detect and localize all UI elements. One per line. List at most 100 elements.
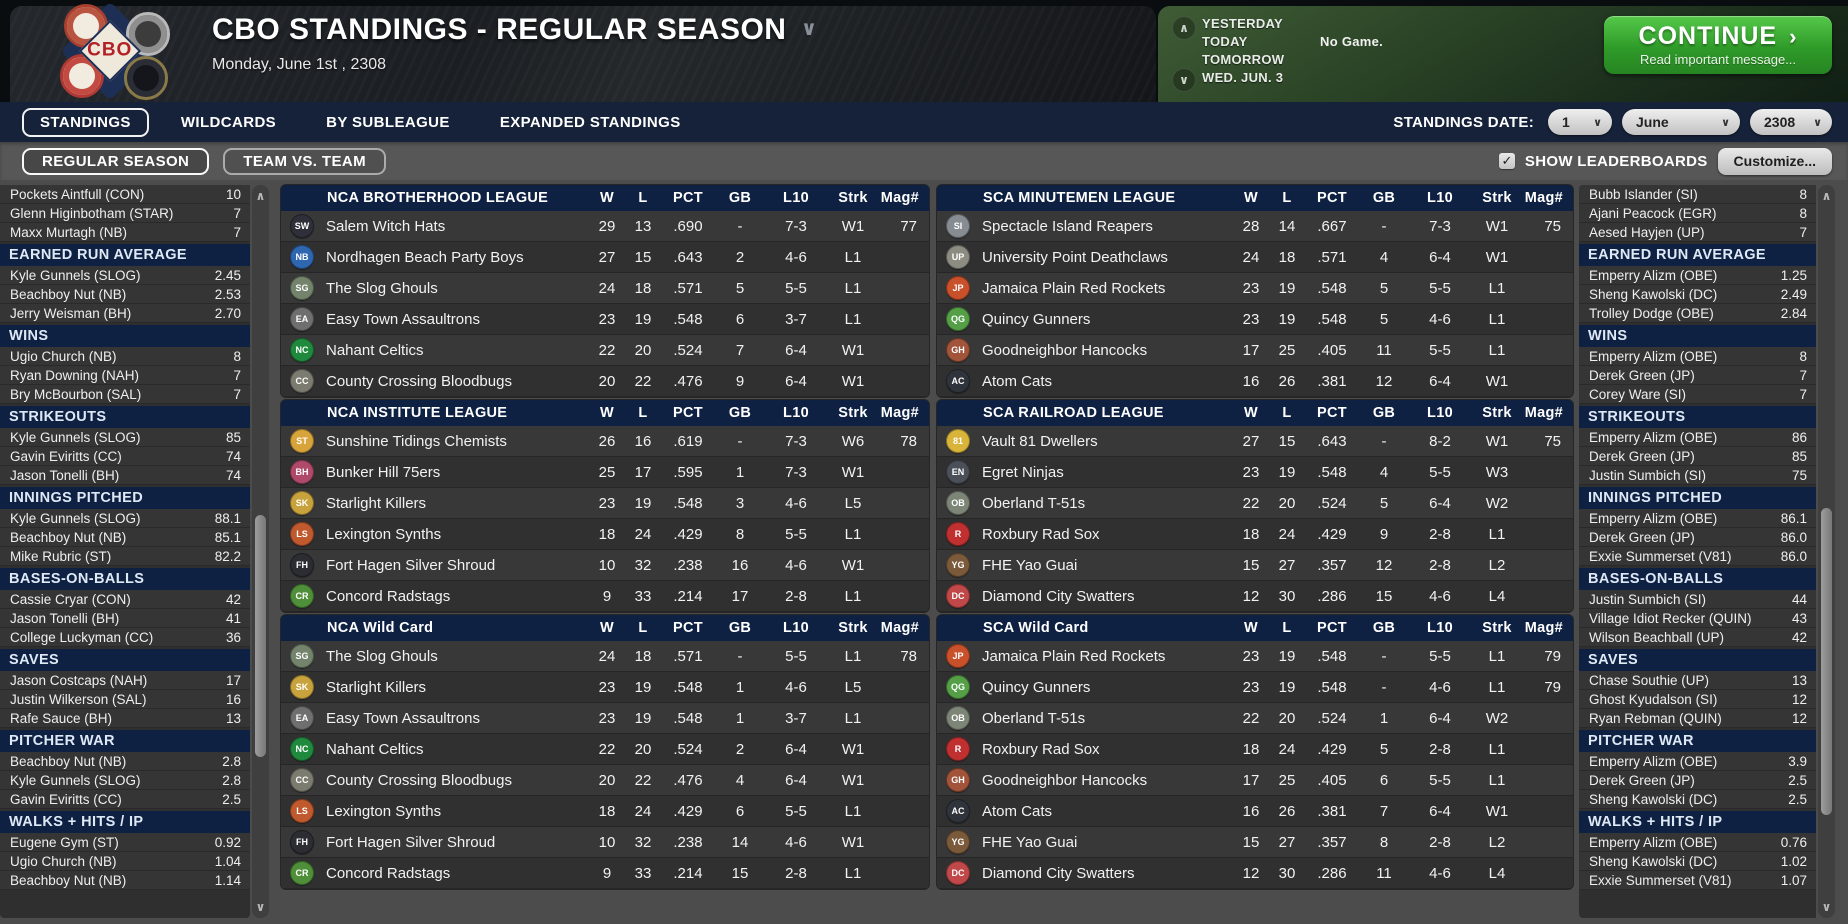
button-team-vs-team[interactable]: TEAM VS. TEAM (223, 147, 386, 175)
team-row[interactable]: AC Atom Cats 16 26 .381 7 6-4 W1 (937, 796, 1573, 827)
team-row[interactable]: UP University Point Deathclaws 24 18 .571 4 6-… (937, 242, 1573, 273)
leaderboard-player-row[interactable]: Village Idiot Recker (QUIN) 43 (1579, 609, 1816, 628)
team-name[interactable]: Goodneighbor Hancocks (982, 341, 1148, 359)
leaderboard-player-row[interactable]: Ajani Peacock (EGR) 8 (1579, 204, 1816, 223)
leaderboard-player-row[interactable]: Rafe Sauce (BH) 13 (0, 709, 250, 728)
team-name[interactable]: Salem Witch Hats (326, 217, 446, 235)
scroll-up-arrow-icon[interactable]: ∧ (1821, 189, 1832, 203)
team-name[interactable]: The Slog Ghouls (326, 279, 438, 297)
team-name[interactable]: Atom Cats (982, 372, 1053, 390)
team-name[interactable]: Bunker Hill 75ers (326, 463, 441, 481)
team-row[interactable]: R Roxbury Rad Sox 18 24 .429 9 2-8 L1 (937, 519, 1573, 550)
team-row[interactable]: NB Nordhagen Beach Party Boys 27 15 .643 2 4-6… (281, 242, 929, 273)
leaderboard-player-row[interactable]: Sheng Kawolski (DC) 1.02 (1579, 852, 1816, 871)
show-leaderboards-checkbox[interactable]: ✓ (1498, 153, 1515, 169)
team-name[interactable]: Lexington Synths (326, 525, 442, 543)
team-row[interactable]: QG Quincy Gunners 23 19 .548 5 4-6 L1 (937, 304, 1573, 335)
team-row[interactable]: SK Starlight Killers 23 19 .548 3 4-6 L5 (281, 488, 929, 519)
team-name[interactable]: Diamond City Swatters (982, 587, 1135, 605)
team-row[interactable]: ST Sunshine Tidings Chemists 26 16 .619 - 7-3 W… (281, 426, 929, 457)
team-row[interactable]: FH Fort Hagen Silver Shroud 10 32 .238 16 4-6 W… (281, 550, 929, 581)
team-name[interactable]: Quincy Gunners (982, 310, 1091, 328)
leaderboard-player-row[interactable]: College Luckyman (CC) 36 (0, 628, 250, 647)
leaderboard-player-row[interactable]: Emperry Alizm (OBE) 1.25 (1579, 266, 1816, 285)
leaderboard-player-row[interactable]: Bubb Islander (SI) 8 (1579, 185, 1816, 204)
leaderboard-player-row[interactable]: Emperry Alizm (OBE) 8 (1579, 347, 1816, 366)
team-row[interactable]: 81 Vault 81 Dwellers 27 15 .643 - 8-2 W1 75 (937, 426, 1573, 457)
tab-wildcards[interactable]: WILDCARDS (180, 113, 277, 131)
left-leaderboard-scrollbar[interactable]: ∧ ∨ (252, 185, 269, 918)
leaderboard-player-row[interactable]: Corey Ware (SI) 7 (1579, 385, 1816, 404)
leaderboard-player-row[interactable]: Justin Wilkerson (SAL) 16 (0, 690, 250, 709)
team-name[interactable]: Fort Hagen Silver Shroud (326, 556, 496, 574)
scrollbar-thumb[interactable] (1821, 507, 1832, 816)
scrollbar-thumb[interactable] (255, 514, 266, 757)
team-name[interactable]: Easy Town Assaultrons (326, 310, 480, 328)
leaderboard-player-row[interactable]: Pockets Aintfull (CON) 10 (0, 185, 250, 204)
team-row[interactable]: NC Nahant Celtics 22 20 .524 7 6-4 W1 (281, 335, 929, 366)
team-row[interactable]: FH Fort Hagen Silver Shroud 10 32 .238 14 4-6 W… (281, 827, 929, 858)
team-name[interactable]: FHE Yao Guai (982, 556, 1078, 574)
team-row[interactable]: SW Salem Witch Hats 29 13 .690 - 7-3 W1 77 (281, 211, 929, 242)
team-row[interactable]: R Roxbury Rad Sox 18 24 .429 5 2-8 L1 (937, 734, 1573, 765)
leaderboard-player-row[interactable]: Aesed Hayjen (UP) 7 (1579, 223, 1816, 242)
leaderboard-player-row[interactable]: Ugio Church (NB) 1.04 (0, 852, 250, 871)
team-name[interactable]: Sunshine Tidings Chemists (326, 432, 507, 450)
leaderboard-player-row[interactable]: Beachboy Nut (NB) 85.1 (0, 528, 250, 547)
team-row[interactable]: EA Easy Town Assaultrons 23 19 .548 6 3-7 L1 (281, 304, 929, 335)
leaderboard-player-row[interactable]: Emperry Alizm (OBE) 86.1 (1579, 509, 1816, 528)
team-name[interactable]: Fort Hagen Silver Shroud (326, 833, 496, 851)
team-row[interactable]: LS Lexington Synths 18 24 .429 8 5-5 L1 (281, 519, 929, 550)
leaderboard-player-row[interactable]: Maxx Murtagh (NB) 7 (0, 223, 250, 242)
team-row[interactable]: OB Oberland T-51s 22 20 .524 5 6-4 W2 (937, 488, 1573, 519)
leaderboard-player-row[interactable]: Chase Southie (UP) 13 (1579, 671, 1816, 690)
team-name[interactable]: University Point Deathclaws (982, 248, 1168, 266)
team-name[interactable]: Nahant Celtics (326, 740, 424, 758)
team-name[interactable]: County Crossing Bloodbugs (326, 372, 512, 390)
leaderboard-player-row[interactable]: Wilson Beachball (UP) 42 (1579, 628, 1816, 647)
leaderboard-player-row[interactable]: Justin Sumbich (SI) 44 (1579, 590, 1816, 609)
team-row[interactable]: EA Easy Town Assaultrons 23 19 .548 1 3-7 L1 (281, 703, 929, 734)
leaderboard-player-row[interactable]: Exxie Summerset (V81) 1.07 (1579, 871, 1816, 890)
team-row[interactable]: DC Diamond City Swatters 12 30 .286 15 4-6 L4 (937, 581, 1573, 612)
team-name[interactable]: Lexington Synths (326, 802, 442, 820)
customize-button[interactable]: Customize... (1717, 147, 1832, 175)
team-row[interactable]: BH Bunker Hill 75ers 25 17 .595 1 7-3 W1 (281, 457, 929, 488)
leaderboard-player-row[interactable]: Derek Green (JP) 2.5 (1579, 771, 1816, 790)
leaderboard-player-row[interactable]: Kyle Gunnels (SLOG) 2.45 (0, 266, 250, 285)
leaderboard-player-row[interactable]: Emperry Alizm (OBE) 86 (1579, 428, 1816, 447)
leaderboard-player-row[interactable]: Derek Green (JP) 85 (1579, 447, 1816, 466)
team-row[interactable]: AC Atom Cats 16 26 .381 12 6-4 W1 (937, 366, 1573, 397)
leaderboard-player-row[interactable]: Ghost Kyudalson (SI) 12 (1579, 690, 1816, 709)
leaderboard-player-row[interactable]: Ugio Church (NB) 8 (0, 347, 250, 366)
standings-date-day-select[interactable]: 1 ∨ (1548, 109, 1612, 135)
title-dropdown-chevron-icon[interactable]: ∨ (800, 18, 818, 40)
leaderboard-player-row[interactable]: Gavin Eviritts (CC) 74 (0, 447, 250, 466)
team-name[interactable]: Goodneighbor Hancocks (982, 771, 1148, 789)
team-row[interactable]: LS Lexington Synths 18 24 .429 6 5-5 L1 (281, 796, 929, 827)
leaderboard-player-row[interactable]: Ryan Rebman (QUIN) 12 (1579, 709, 1816, 728)
leaderboard-player-row[interactable]: Sheng Kawolski (DC) 2.5 (1579, 790, 1816, 809)
standings-date-year-select[interactable]: 2308 ∨ (1750, 109, 1832, 135)
team-name[interactable]: Nahant Celtics (326, 341, 424, 359)
team-row[interactable]: JP Jamaica Plain Red Rockets 23 19 .548 5 5-5 L… (937, 273, 1573, 304)
team-name[interactable]: Oberland T-51s (982, 709, 1086, 727)
team-row[interactable]: SG The Slog Ghouls 24 18 .571 5 5-5 L1 (281, 273, 929, 304)
team-name[interactable]: Nordhagen Beach Party Boys (326, 248, 524, 266)
leaderboard-player-row[interactable]: Jason Tonelli (BH) 41 (0, 609, 250, 628)
team-row[interactable]: NC Nahant Celtics 22 20 .524 2 6-4 W1 (281, 734, 929, 765)
leaderboard-player-row[interactable]: Emperry Alizm (OBE) 0.76 (1579, 833, 1816, 852)
team-name[interactable]: Atom Cats (982, 802, 1053, 820)
team-name[interactable]: Jamaica Plain Red Rockets (982, 647, 1166, 665)
team-name[interactable]: FHE Yao Guai (982, 833, 1078, 851)
leaderboard-player-row[interactable]: Kyle Gunnels (SLOG) 2.8 (0, 771, 250, 790)
team-name[interactable]: Starlight Killers (326, 678, 427, 696)
team-name[interactable]: Egret Ninjas (982, 463, 1064, 481)
team-name[interactable]: Easy Town Assaultrons (326, 709, 480, 727)
team-name[interactable]: Concord Radstags (326, 587, 451, 605)
team-name[interactable]: Roxbury Rad Sox (982, 740, 1100, 758)
team-row[interactable]: OB Oberland T-51s 22 20 .524 1 6-4 W2 (937, 703, 1573, 734)
team-row[interactable]: QG Quincy Gunners 23 19 .548 - 4-6 L1 79 (937, 672, 1573, 703)
leaderboard-player-row[interactable]: Jerry Weisman (BH) 2.70 (0, 304, 250, 323)
standings-date-month-select[interactable]: June ∨ (1622, 109, 1740, 135)
